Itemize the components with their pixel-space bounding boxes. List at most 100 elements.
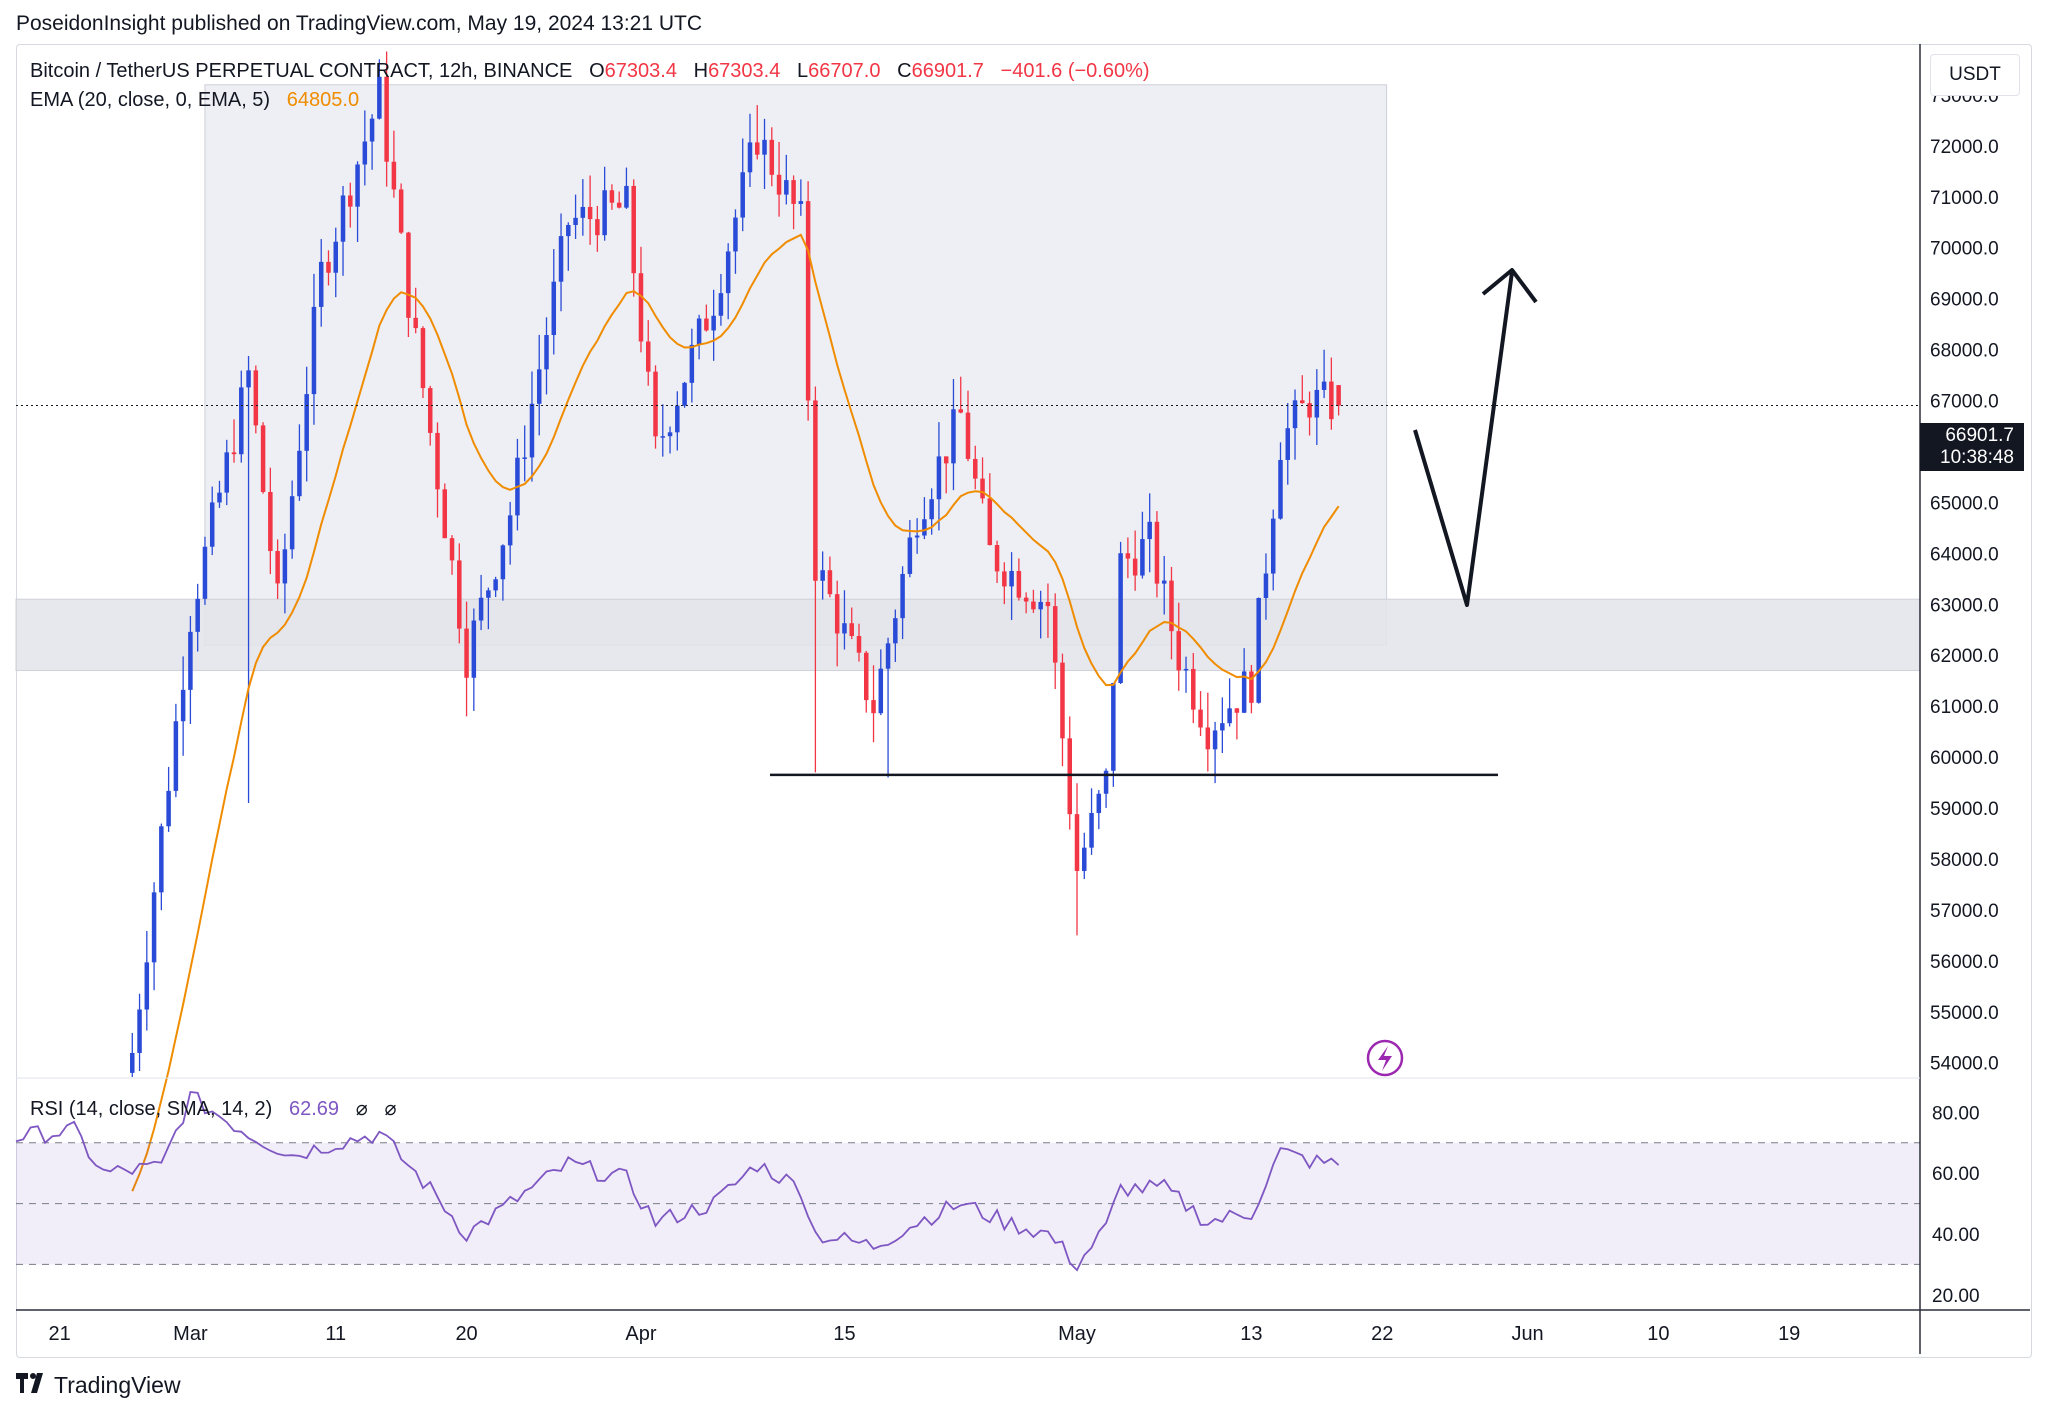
candle-body [282,549,288,584]
candle-body [1002,571,1007,587]
time-tick-label: 19 [1778,1323,1800,1345]
candle-body [951,409,956,464]
candle [1140,511,1145,579]
candle [1031,589,1036,613]
candle-body [355,164,360,207]
candle-body [1263,573,1269,598]
candle-body [871,700,876,714]
candle [333,227,339,298]
candle-body [914,535,920,538]
close-value: 66901.7 [911,60,984,82]
price-tick-label: 70000.0 [1930,239,1999,260]
candle-body [180,689,186,722]
candle-body [834,594,840,634]
candle [209,486,215,556]
candle [813,386,818,773]
time-tick-label: 13 [1240,1323,1262,1345]
candle [551,249,557,355]
candle [231,419,237,463]
candle [1154,511,1160,598]
candle-body [1278,459,1283,519]
candle-body [893,618,898,644]
candle-body [878,668,884,714]
price-tick-label: 57000.0 [1930,901,1999,922]
candle [776,141,782,217]
candle [406,231,411,338]
candle-body [631,185,636,274]
price-tick-label: 71000.0 [1930,188,1999,209]
candle [682,381,687,408]
candle [1292,389,1298,460]
candle-body [246,370,251,388]
currency-button[interactable]: USDT [1930,54,2020,96]
candle-body [1176,631,1182,671]
candle [384,51,389,187]
candle [718,273,724,326]
price-legend: Bitcoin / TetherUS PERPETUAL CONTRACT, 1… [30,60,1150,83]
lightning-icon-ring [1366,1039,1404,1077]
candle-body [1147,521,1152,540]
candle-body [900,573,905,619]
candle [740,138,745,232]
candle [711,289,716,361]
price-tick-label: 54000.0 [1930,1054,1999,1075]
candle [1278,442,1283,520]
candle-body [1009,570,1014,587]
candle-body [1031,601,1036,610]
candle [580,179,586,236]
candle-body [1205,727,1211,750]
candle [427,385,433,446]
lightning-icon[interactable] [1366,1039,1404,1077]
candle [1183,656,1189,693]
candle [202,536,208,605]
candle-body [529,403,535,458]
candle [769,127,775,187]
candle-body [377,76,382,119]
tradingview-logo-icon [16,1372,46,1399]
candle-body [268,491,273,552]
candle-body [137,1009,142,1053]
symbol-label[interactable]: Bitcoin / TetherUS PERPETUAL CONTRACT, 1… [30,60,573,82]
rsi-label[interactable]: RSI (14, close, SMA, 14, 2) [30,1098,273,1120]
candle [827,556,833,598]
candle-body [813,400,818,581]
candle [1307,391,1312,436]
candle [464,601,469,717]
candle-body [406,232,411,318]
candle [522,425,527,482]
candle-body [464,628,469,678]
candle-body [1329,381,1334,420]
candle-body [980,478,985,499]
candle [1111,682,1116,787]
candle-body [595,219,600,236]
time-tick-label: May [1058,1323,1096,1345]
candle [791,175,796,230]
publisher-text: PoseidonInsight published on TradingView… [16,12,703,35]
candle [1074,783,1080,936]
candle [1052,593,1058,690]
price-tick-label: 62000.0 [1930,646,1999,667]
time-tick-label: Apr [625,1323,656,1345]
low-label: L [797,60,809,82]
candle-body [369,118,375,142]
candle [1169,566,1174,660]
ema-label[interactable]: EMA (20, close, 0, EMA, 5) [30,89,271,111]
tradingview-logo[interactable]: TradingView [16,1372,181,1399]
candle [151,882,157,991]
candle [667,426,673,454]
candle-body [289,496,295,550]
candle [224,439,230,506]
candle [1023,592,1029,614]
candle-body [558,236,564,282]
candle-body [609,190,615,203]
candle [864,650,869,713]
candle [536,334,542,436]
candle [914,518,920,554]
candle [1176,602,1182,691]
candle-body [275,551,280,584]
candle-body [725,251,731,294]
candle-body [202,546,208,599]
candle-body [675,405,680,433]
candle-body [1198,709,1203,728]
